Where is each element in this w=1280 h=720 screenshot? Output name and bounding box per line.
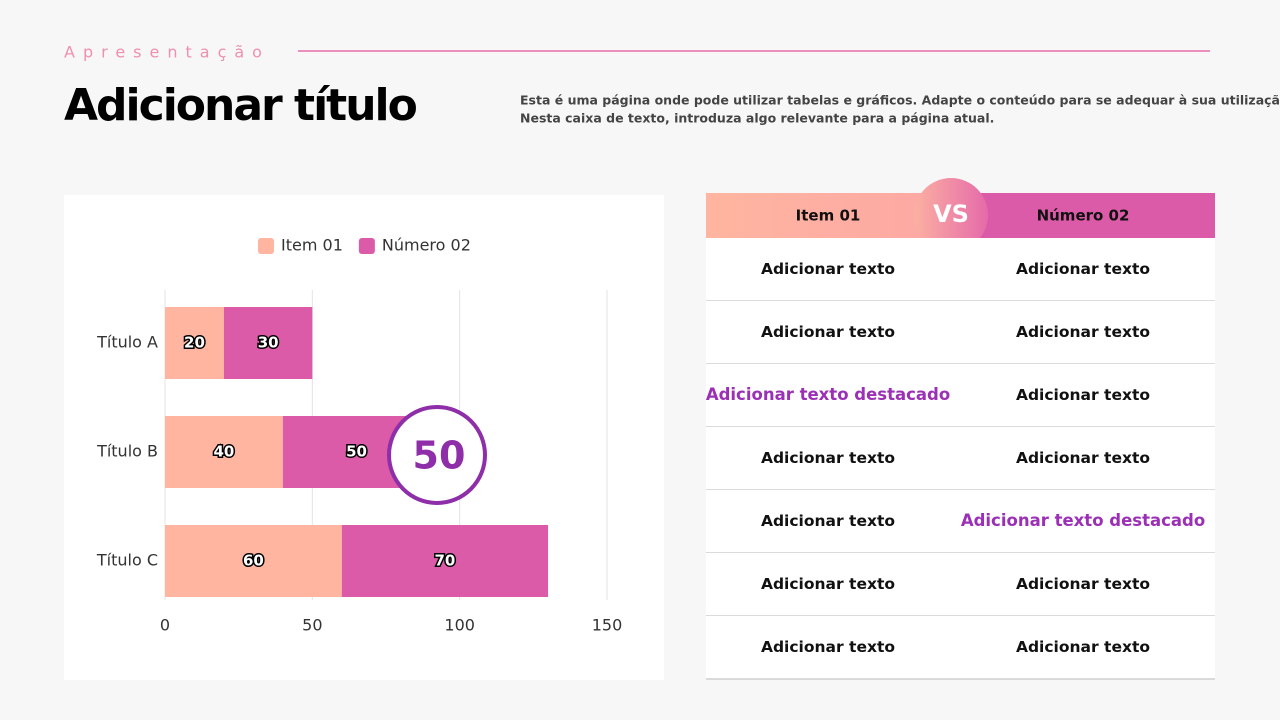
description: Esta é uma página onde pode utilizar tab… [520,93,1280,108]
bar [341,525,549,597]
table-row [706,364,1215,427]
bar [165,416,283,488]
table-cell: Adicionar texto [761,512,895,530]
y-tick-label: Título B [96,442,158,461]
table-cell: Adicionar texto [1016,323,1150,341]
x-tick-label: 150 [592,616,623,635]
table-cell: Adicionar texto [761,260,895,278]
bar-value-label: 40 [213,443,234,461]
table-row [706,427,1215,490]
table-row [706,616,1215,679]
y-tick-label: Título C [96,551,158,570]
table: Item 01 Número 02 VS Adicionar texto Adicion… [706,178,1215,680]
bar-value-label: 30 [258,334,279,352]
header-cell: Item 01 [796,207,861,225]
legend-swatch [258,238,274,254]
table-row [706,238,1215,301]
bar [223,307,313,379]
legend-label: Número 02 [382,236,471,255]
table-cell: Adicionar texto destacado [961,511,1205,530]
annotation-circle [387,405,487,505]
table-row [706,301,1215,364]
legend-swatch [358,238,375,254]
table-cell: Adicionar texto [761,638,895,656]
table-cell: Adicionar texto [761,323,895,341]
table-cell: Adicionar texto [1016,386,1150,404]
kicker: Apresentação [64,43,270,62]
table-cell: Adicionar texto [1016,575,1150,593]
header-cell: Número 02 [1037,207,1130,225]
x-tick-label: 100 [444,616,475,635]
chart: 0 50 100 150 Item 01 Número 02 Título A 20 30 Tít… [96,236,622,635]
legend-label: Item 01 [281,236,343,255]
table-cell: Adicionar texto [1016,638,1150,656]
bar [165,307,224,379]
bar-value-label: 50 [346,443,367,461]
x-tick-label: 50 [302,616,322,635]
bar-value-label: 20 [184,334,205,352]
table-cell: Adicionar texto [1016,449,1150,467]
bar-value-label: 60 [243,552,264,570]
title: Adicionar título [64,80,417,131]
table-cell: Adicionar texto destacado [706,385,950,404]
vs-label: VS [933,200,969,228]
header-right [955,193,1215,238]
description: Nesta caixa de texto, introduza algo rel… [520,111,994,126]
table-row [706,490,1215,553]
bar [165,525,342,597]
table-row [706,553,1215,616]
y-tick-label: Título A [96,333,158,352]
table-cell: Adicionar texto [761,575,895,593]
table-cell: Adicionar texto [761,449,895,467]
bar-value-label: 70 [434,552,455,570]
annotation: 50 [413,434,466,478]
vs-badge [914,178,988,252]
table-cell: Adicionar texto [1016,260,1150,278]
x-tick-label: 0 [160,616,170,635]
